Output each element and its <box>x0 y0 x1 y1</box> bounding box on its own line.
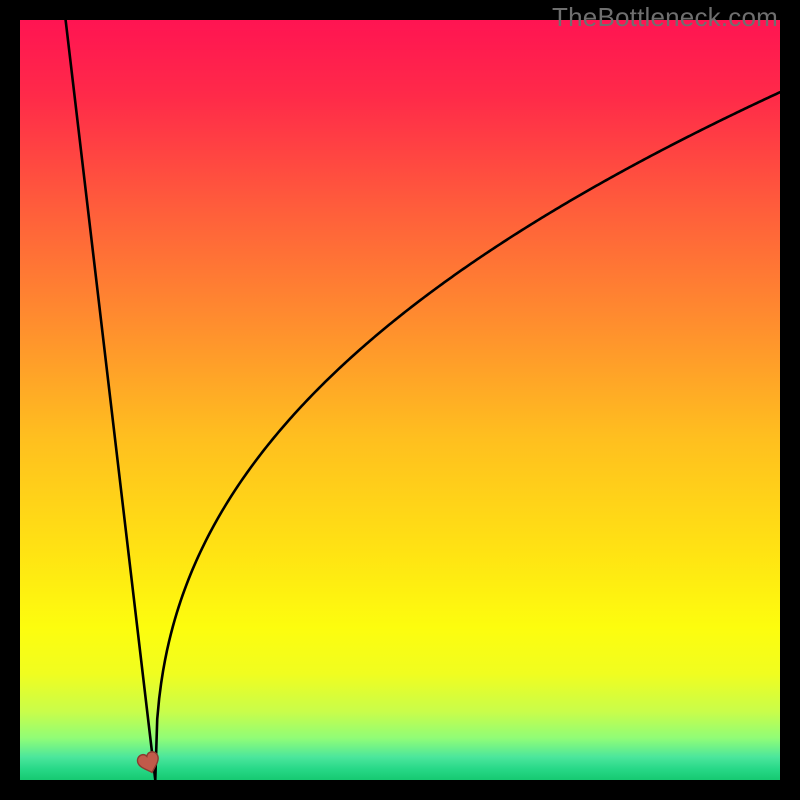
figure-root: TheBottleneck.com <box>0 0 800 800</box>
curve-svg <box>20 20 780 780</box>
watermark-text: TheBottleneck.com <box>552 2 778 33</box>
bottleneck-curve <box>66 20 780 780</box>
